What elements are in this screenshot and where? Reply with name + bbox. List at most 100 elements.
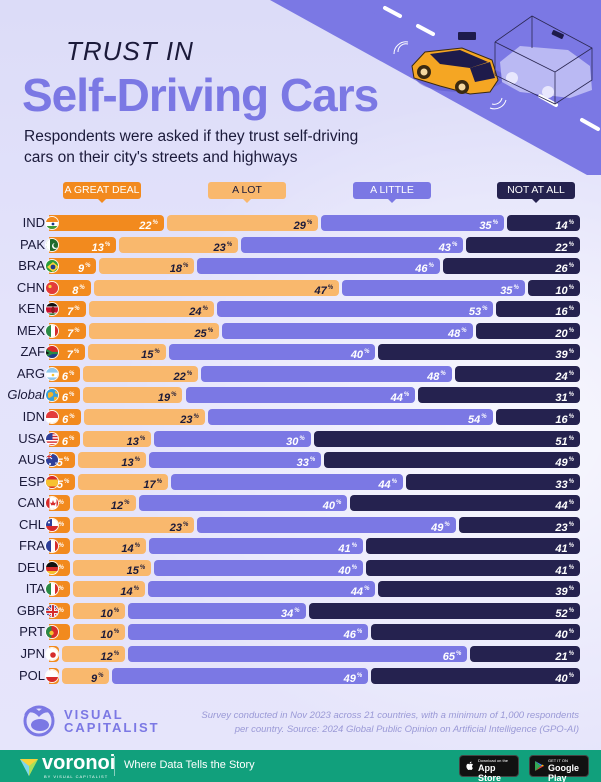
bar-segment-a-lot: 12%: [62, 646, 126, 663]
bar-row-ind: IND 22% 29% 35% 14%: [0, 214, 601, 232]
category-label: PAK: [19, 236, 45, 252]
bar-segment-not-at-all: 24%: [454, 365, 580, 383]
data-label: 6%: [61, 392, 75, 405]
bar-segment-a-lot: 14%: [72, 538, 146, 556]
ghost-car-icon: [500, 46, 592, 98]
bar-segment-not-at-all: 14%: [506, 215, 580, 232]
bar-segment-not-at-all: 40%: [371, 624, 580, 641]
category-label: AUS: [18, 452, 45, 468]
bar-row-esp: ESP 5% 17% 44% 33%: [0, 473, 601, 491]
data-label: 34%: [280, 607, 300, 620]
bar-segment-a-little: 43%: [241, 236, 464, 254]
data-label: 10%: [100, 629, 120, 642]
mexico-flag-icon: [45, 323, 59, 338]
bar-segment-a-little: 35%: [321, 215, 504, 232]
app-store-button[interactable]: Download on the App Store: [459, 755, 519, 782]
data-label: 12%: [110, 500, 130, 513]
bar-segment-a-lot: 10%: [72, 624, 126, 642]
australia-flag-icon: [45, 453, 59, 468]
data-label: 16%: [555, 413, 574, 426]
bar-row-mex: MEX 7% 25% 48% 20%: [0, 322, 601, 340]
data-label: 22%: [555, 241, 574, 254]
bar-segment-a-lot: 12%: [72, 495, 136, 513]
category-label: ZAF: [20, 344, 45, 360]
bar-segment-not-at-all: 10%: [527, 279, 580, 297]
data-label: 51%: [555, 435, 574, 448]
bar-segment-a-lot: 23%: [73, 516, 195, 534]
category-label: USA: [18, 430, 45, 446]
argentina-flag-icon: [45, 366, 59, 381]
data-label: 18%: [169, 263, 189, 276]
bar-segment-a-little: 46%: [128, 624, 369, 642]
data-label: 33%: [296, 457, 316, 470]
china-flag-icon: [45, 280, 59, 295]
orange-car-icon: [411, 47, 504, 95]
data-label: 41%: [555, 543, 574, 556]
bar-row-jpn: JPN 12% 65% 21%: [0, 645, 601, 663]
data-label: 26%: [555, 263, 574, 276]
data-label: 48%: [447, 327, 467, 340]
bar-segment-a-little: 30%: [154, 430, 311, 448]
bar-segment-a-lot: 14%: [72, 581, 146, 599]
bar-segment-not-at-all: 41%: [365, 538, 580, 556]
data-label: 14%: [120, 586, 140, 599]
bar-segment-a-lot: 13%: [78, 452, 146, 470]
data-label: 15%: [126, 564, 146, 577]
bar-segment-a-lot: 18%: [99, 258, 195, 276]
bar-segment-a-little: 49%: [112, 667, 369, 685]
bar-segment-not-at-all: 20%: [475, 322, 580, 340]
usa-flag-icon: [45, 431, 59, 446]
bar-segment-a-little: 40%: [168, 344, 376, 362]
data-label: 21%: [555, 651, 574, 663]
bar-segment-a-little: 41%: [148, 538, 363, 556]
category-label: PRT: [19, 624, 45, 640]
title-kicker: TRUST IN: [66, 36, 194, 66]
bar-row-zaf: ZAF 7% 15% 40% 39%: [0, 343, 601, 361]
bar-segment-a-great-deal: 8%: [49, 279, 91, 297]
bar-segment-not-at-all: 40%: [371, 667, 580, 685]
data-label: 20%: [555, 327, 574, 340]
subtitle: Respondents were asked if they trust sel…: [24, 128, 359, 166]
data-label: 47%: [314, 284, 334, 297]
data-label: 46%: [415, 263, 434, 276]
uk-flag-icon: [45, 603, 59, 618]
data-label: 35%: [479, 220, 498, 232]
data-label: 13%: [121, 457, 140, 470]
bar-segment-not-at-all: 49%: [324, 452, 580, 469]
bar-segment-a-great-deal: 13%: [49, 236, 117, 254]
data-label: 15%: [141, 349, 160, 362]
bar-row-global: Global 6% 19% 44% 31%: [0, 386, 601, 404]
divider: [114, 756, 115, 776]
google-play-button[interactable]: GET IT ON Google Play: [529, 755, 589, 782]
voronoi-subtitle: BY VISUAL CAPITALIST: [44, 774, 109, 779]
bar-segment-not-at-all: 33%: [406, 473, 580, 491]
category-label: ITA: [25, 581, 45, 597]
bar-segment-a-little: 40%: [154, 559, 363, 577]
bar-segment-a-little: 40%: [138, 495, 348, 512]
bar-row-usa: USA 6% 13% 30% 51%: [0, 430, 601, 448]
bar-segment-a-lot: 47%: [93, 279, 340, 297]
data-label: 23%: [169, 521, 189, 534]
visual-capitalist-logo: VISUAL CAPITALIST: [20, 703, 160, 743]
data-label: 14%: [121, 543, 140, 556]
source-note: Survey conducted in Nov 2023 across 21 c…: [201, 710, 579, 735]
data-label: 17%: [143, 478, 162, 491]
bar-row-pol: POL 9% 49% 40%: [0, 667, 601, 685]
data-label: 41%: [338, 543, 357, 556]
category-label: POL: [18, 667, 45, 683]
voronoi-logo[interactable]: voronoi BY VISUAL CAPITALIST: [18, 752, 118, 780]
bar-segment-a-lot: 9%: [62, 667, 110, 685]
data-label: 40%: [350, 349, 370, 362]
hero-header: TRUST IN Self-Driving Cars Respondents w…: [0, 0, 601, 175]
data-label: 46%: [343, 629, 363, 642]
data-label: 6%: [61, 435, 75, 448]
data-label: 13%: [126, 435, 146, 448]
category-label: BRA: [18, 258, 45, 274]
bar-segment-a-little: 33%: [148, 452, 322, 470]
bar-segment-not-at-all: 41%: [365, 559, 580, 577]
google-play-caption: GET IT ON: [548, 758, 568, 763]
visual-capitalist-logo-icon: [23, 705, 55, 737]
bar-row-gbr: GBR4%10%34%52%: [0, 602, 601, 620]
data-label: 6%: [61, 370, 75, 383]
bar-segment-a-little: 53%: [216, 301, 494, 318]
